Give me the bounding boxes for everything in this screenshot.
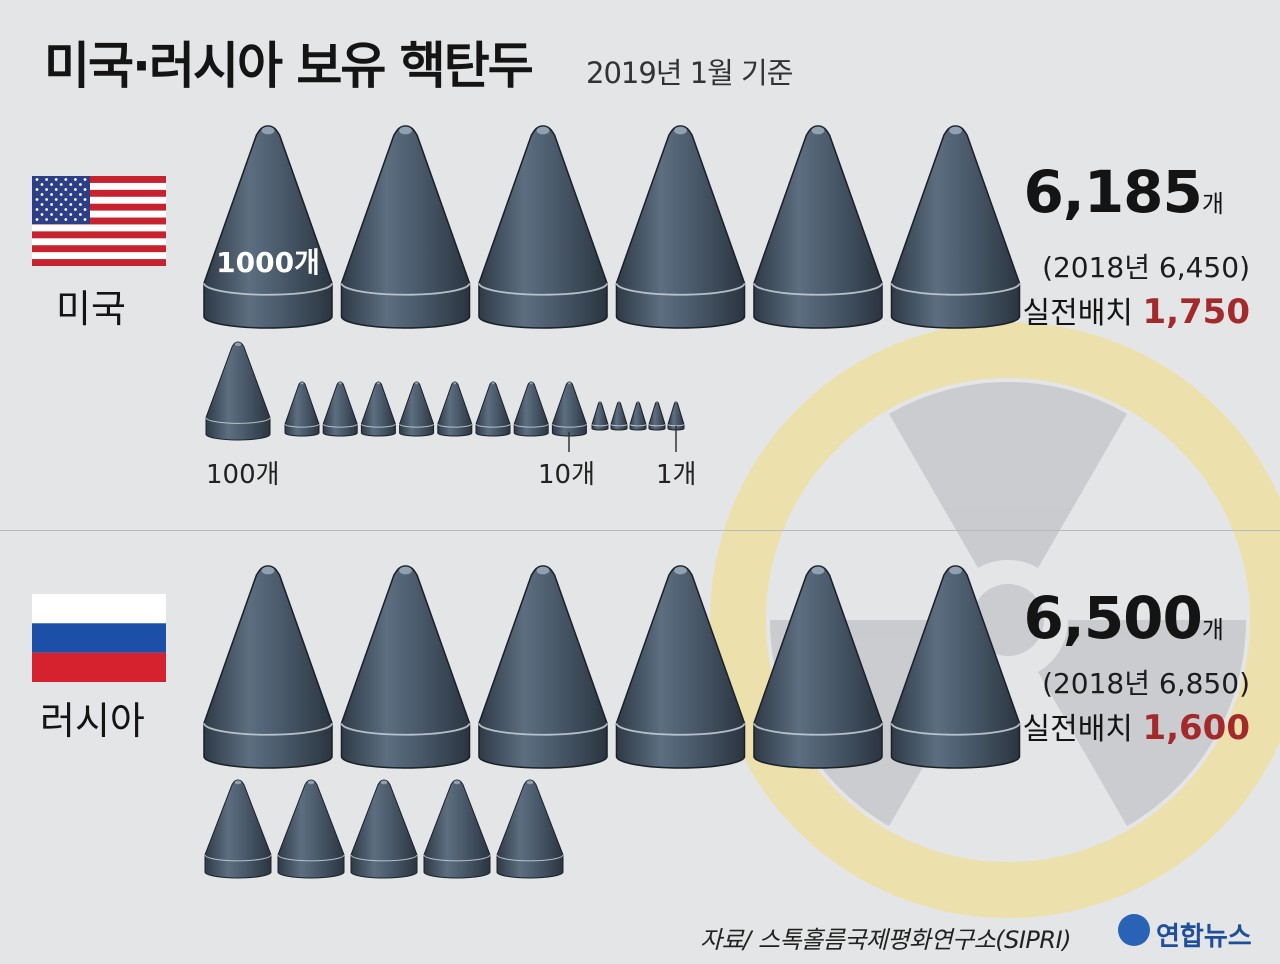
- us-warhead-1-2: [610, 401, 628, 431]
- us-flag-icon: [32, 176, 166, 266]
- yonhap-logo-icon: [1118, 914, 1150, 946]
- symbol-label-10: 10개: [538, 460, 596, 490]
- us-previous: (2018년 6,450): [1042, 251, 1250, 284]
- us-warhead-1-4: [648, 401, 666, 431]
- us-warhead-10-4: [399, 381, 435, 437]
- us-warhead-10-1: [284, 381, 320, 437]
- country-label-russia: 러시아: [40, 699, 145, 743]
- us-total-unit: 개: [1201, 190, 1224, 218]
- us-warhead-1000-6: [890, 125, 1021, 329]
- russia-warhead-1000-6: [890, 565, 1021, 769]
- russia-warhead-1000-5: [753, 565, 883, 769]
- us-warhead-1000-3: [478, 125, 608, 329]
- us-warhead-1000-4: [615, 125, 746, 329]
- russia-deployed-label: 실전배치: [1022, 712, 1133, 747]
- russia-total-unit: 개: [1201, 616, 1224, 644]
- russia-warhead-100-3: [350, 779, 418, 879]
- us-total-value: 6,185: [1023, 158, 1202, 226]
- us-warhead-1-3: [629, 401, 647, 431]
- russia-warhead-100-2: [277, 779, 345, 879]
- us-warhead-1-1: [591, 401, 609, 431]
- russia-warhead-100-4: [423, 779, 491, 879]
- russia-total-value: 6,500: [1023, 584, 1202, 652]
- us-deployed-label: 실전배치: [1022, 296, 1133, 331]
- source-note: 자료/ 스톡홀름국제평화연구소(SIPRI): [700, 926, 1072, 954]
- us-warhead-1000-5: [753, 125, 883, 329]
- us-warhead-1000-2: [340, 125, 471, 329]
- us-warhead-1000-1: [203, 125, 333, 329]
- russia-warhead-100-5: [496, 779, 564, 879]
- us-warhead-10-3: [360, 381, 396, 437]
- russia-total: 6,500개: [1023, 584, 1224, 652]
- us-warhead-10-6: [475, 381, 511, 437]
- symbol-label-1000: 1000개: [216, 246, 320, 279]
- russia-warhead-1000-3: [478, 565, 608, 769]
- us-warhead-10-2: [322, 381, 358, 437]
- russia-warhead-1000-1: [203, 565, 333, 769]
- brand-name: 연합뉴스: [1156, 922, 1252, 952]
- page-subtitle: 2019년 1월 기준: [586, 56, 793, 90]
- us-warhead-10-5: [437, 381, 473, 437]
- russia-warhead-1000-4: [615, 565, 746, 769]
- us-warhead-10-7: [513, 381, 549, 437]
- us-deployed-value: 1,750: [1142, 292, 1250, 332]
- page-title: 미국·러시아 보유 핵탄두: [44, 37, 534, 95]
- russia-flag-icon: [32, 594, 166, 682]
- russia-warhead-100-1: [204, 779, 272, 879]
- us-total: 6,185개: [1023, 158, 1224, 226]
- us-deployed: 실전배치 1,750: [1023, 288, 1251, 332]
- russia-deployed: 실전배치 1,600: [1023, 704, 1251, 748]
- us-warhead-100-1: [205, 341, 271, 441]
- russia-deployed-value: 1,600: [1142, 708, 1250, 748]
- section-divider: [0, 530, 1280, 531]
- symbol-label-1: 1개: [656, 460, 697, 490]
- russia-previous: (2018년 6,850): [1042, 667, 1250, 700]
- country-label-us: 미국: [56, 287, 126, 331]
- russia-warhead-1000-2: [340, 565, 471, 769]
- symbol-label-100: 100개: [206, 460, 280, 490]
